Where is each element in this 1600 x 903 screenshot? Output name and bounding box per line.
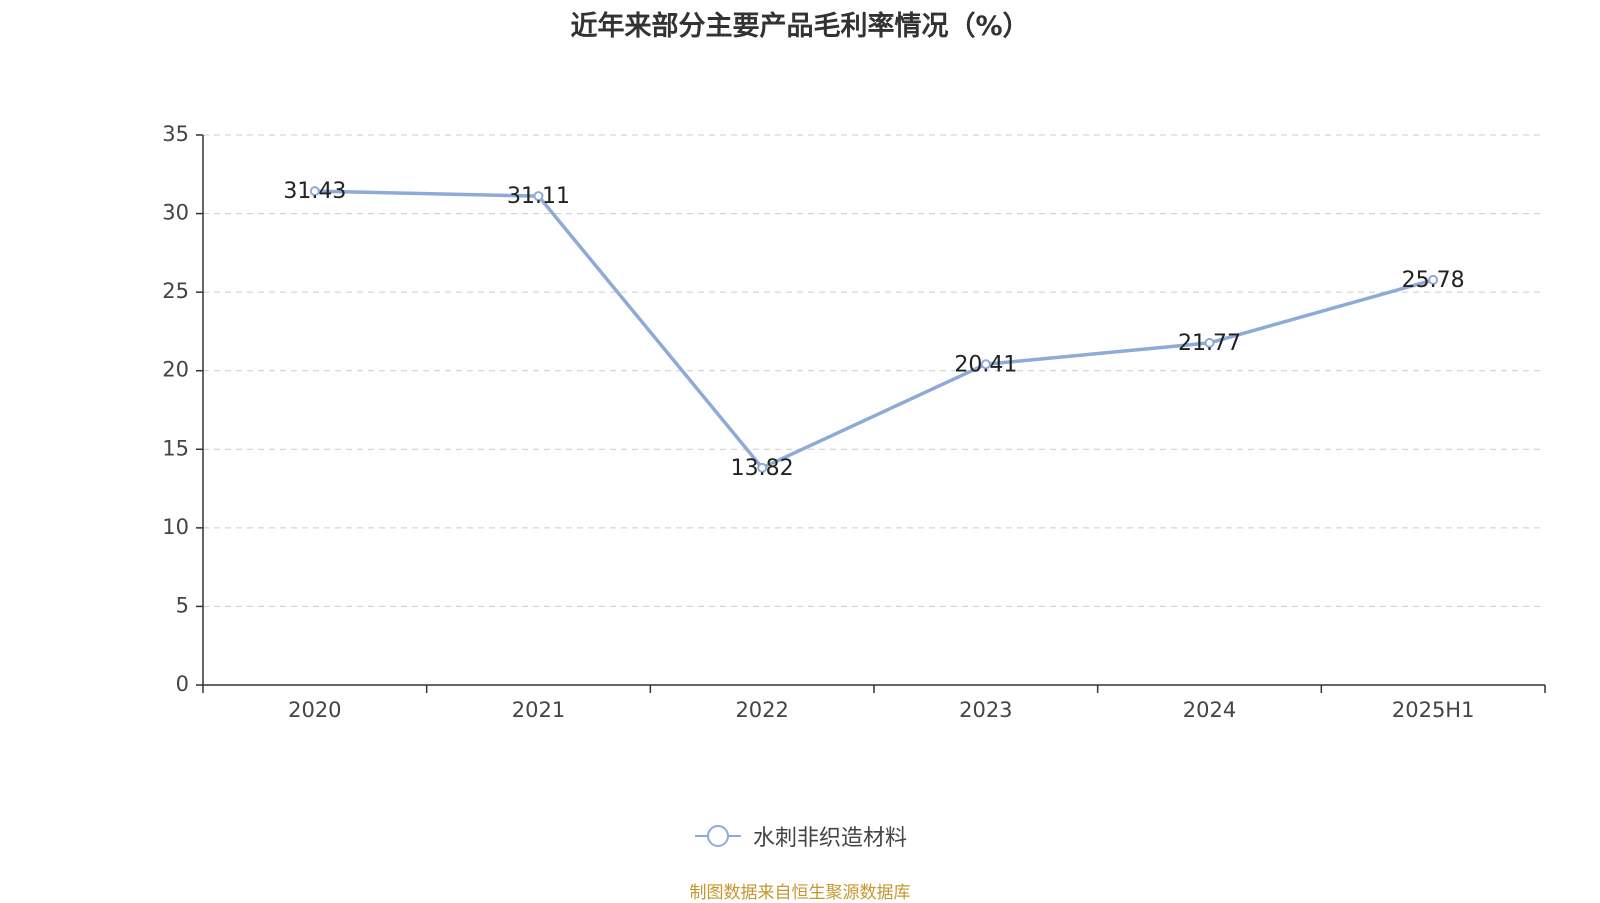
data-point[interactable] xyxy=(757,462,768,473)
grid-lines xyxy=(203,134,1545,607)
series-line-path xyxy=(314,189,1434,470)
x-tick-label: 2023 xyxy=(959,698,1012,722)
data-point[interactable] xyxy=(980,359,991,370)
data-point[interactable] xyxy=(309,186,320,197)
data-point[interactable] xyxy=(533,191,544,202)
data-label: 20.41 xyxy=(954,352,1017,377)
chart-title: 近年来部分主要产品毛利率情况（%） xyxy=(570,11,1030,42)
data-labels: 31.43 31.11 13.82 20.41 21.77 25.78 xyxy=(283,179,1464,481)
source-note: 制图数据来自恒生聚源数据库 xyxy=(689,883,911,903)
data-label: 13.82 xyxy=(731,456,794,481)
axes: 0 5 10 15 20 25 30 35 2020 2021 2022 2023 2024 2025H1 xyxy=(162,122,1546,722)
y-tick-label: 10 xyxy=(162,515,189,539)
data-point[interactable] xyxy=(1428,274,1439,285)
y-tick-label: 25 xyxy=(162,279,189,303)
x-tick-label: 2022 xyxy=(735,698,788,722)
y-tick-label: 15 xyxy=(162,436,189,460)
x-tick-label: 2020 xyxy=(288,698,341,722)
y-tick-label: 0 xyxy=(176,672,189,696)
y-tick-label: 5 xyxy=(176,593,189,617)
x-tick-label: 2025H1 xyxy=(1392,698,1475,722)
legend-label: 水刺非织造材料 xyxy=(752,826,907,851)
legend-item[interactable]: 水刺非织造材料 xyxy=(693,820,907,852)
x-tick-label: 2024 xyxy=(1183,698,1236,722)
legend[interactable]: 水刺非织造材料 xyxy=(0,820,1600,852)
data-label: 25.78 xyxy=(1402,268,1465,293)
data-label: 31.11 xyxy=(507,184,570,209)
series-line xyxy=(309,186,1439,473)
y-tick-label: 20 xyxy=(162,358,189,382)
legend-line-circle-icon xyxy=(694,825,741,847)
data-label: 31.43 xyxy=(283,179,346,204)
data-label: 21.77 xyxy=(1178,331,1241,356)
data-point[interactable] xyxy=(1204,337,1215,348)
y-tick-label: 30 xyxy=(162,201,189,225)
x-tick-label: 2021 xyxy=(512,698,565,722)
y-tick-label: 35 xyxy=(162,122,189,146)
